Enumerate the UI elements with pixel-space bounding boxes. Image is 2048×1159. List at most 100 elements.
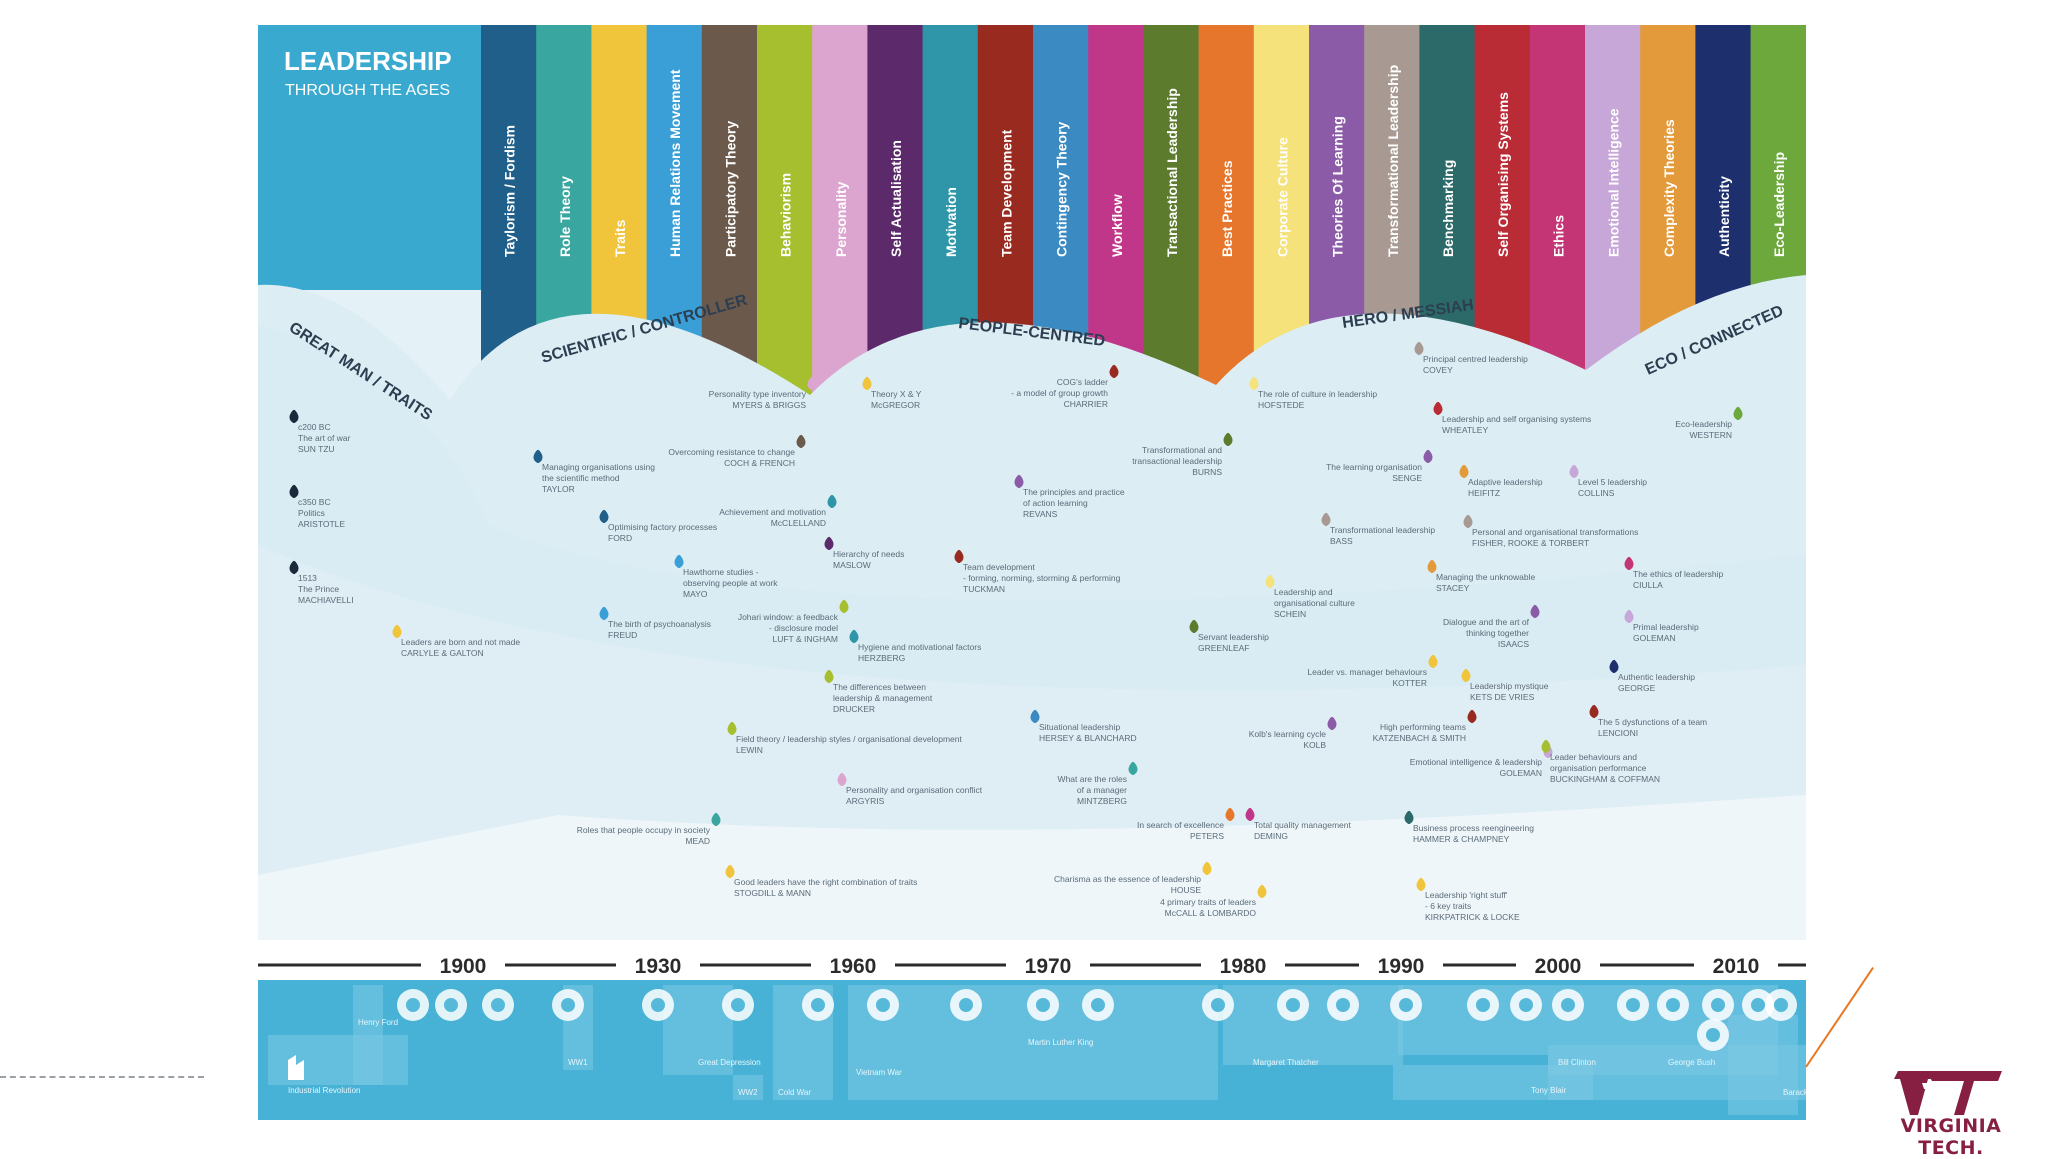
- theory-line: - 6 key traits: [1425, 901, 1471, 911]
- theme-label: Authenticity: [1716, 176, 1732, 257]
- theory-annotation: c200 BC The art of war SUN TZU: [289, 410, 351, 454]
- vt-logo-icon: [1894, 1071, 2002, 1115]
- theory-text: Leader behaviours and organisation perfor…: [1550, 752, 1660, 784]
- theory-line: COCH & FRENCH: [724, 458, 795, 468]
- theme-label: Self Organising Systems: [1495, 92, 1511, 257]
- theory-line: The birth of psychoanalysis: [608, 619, 711, 629]
- theme-label: Contingency Theory: [1054, 121, 1070, 257]
- event-panel: [733, 1075, 763, 1100]
- theme-label: Emotional Intelligence: [1606, 108, 1622, 257]
- theory-line: Transformational leadership: [1330, 525, 1435, 535]
- theory-line: Leadership and: [1274, 587, 1333, 597]
- theme-label: Best Practices: [1219, 160, 1235, 257]
- event-panel: [1223, 985, 1403, 1065]
- theory-line: KIRKPATRICK & LOCKE: [1425, 912, 1520, 922]
- theory-annotation: Principal centred leadership COVEY: [1414, 342, 1528, 375]
- theory-annotation: Hygiene and motivational factors HERZBERG: [849, 630, 981, 663]
- theory-line: MEAD: [685, 836, 710, 846]
- event-icon-glyph: [491, 998, 505, 1012]
- timeline-year: 1930: [635, 955, 682, 978]
- theory-line: KETS DE VRIES: [1470, 692, 1535, 702]
- event-icon-glyph: [731, 998, 745, 1012]
- theory-annotation: Johari window: a feedback - disclosure mo…: [738, 600, 849, 644]
- theory-line: GEORGE: [1618, 683, 1656, 693]
- theory-marker: [1530, 605, 1540, 618]
- theory-line: Leadership mystique: [1470, 681, 1549, 691]
- theory-text: The ethics of leadership CIULLA: [1633, 569, 1724, 590]
- theory-line: FISHER, ROOKE & TORBERT: [1472, 538, 1589, 548]
- theory-line: The art of war: [298, 433, 351, 443]
- theory-line: DEMING: [1254, 831, 1288, 841]
- theme-label: Theories Of Learning: [1330, 116, 1346, 257]
- theory-marker: [839, 600, 849, 613]
- theory-text: Theory X & Y McGREGOR: [871, 389, 922, 410]
- theory-line: STOGDILL & MANN: [734, 888, 811, 898]
- event-panel: [1728, 1015, 1798, 1115]
- theory-line: Principal centred leadership: [1423, 354, 1528, 364]
- theory-annotation: Leaders are born and not made CARLYLE & G…: [392, 625, 520, 658]
- theory-line: SENGE: [1392, 473, 1422, 483]
- theory-text: Leadership and self organising systems WH…: [1442, 414, 1591, 435]
- theory-line: Charisma as the essence of leadership: [1054, 874, 1201, 884]
- theory-text: Roles that people occupy in society MEAD: [577, 825, 711, 846]
- leadership-poster: LEADERSHIP THROUGH THE AGES Taylorism / Fo…: [258, 25, 1806, 1120]
- theory-line: MINTZBERG: [1077, 796, 1127, 806]
- event-label: WW2: [738, 1088, 758, 1097]
- theory-text: Emotional intelligence & leadership GOLEM…: [1410, 757, 1543, 778]
- theory-marker: [1459, 465, 1469, 478]
- theory-text: The differences between leadership & mana…: [833, 682, 933, 714]
- theory-text: c350 BC Politics ARISTOTLE: [298, 497, 345, 529]
- theory-text: c200 BC The art of war SUN TZU: [298, 422, 351, 454]
- theory-line: Situational leadership: [1039, 722, 1121, 732]
- theory-line: organisational culture: [1274, 598, 1355, 608]
- theory-annotation: The ethics of leadership CIULLA: [1624, 557, 1724, 590]
- theory-line: Dialogue and the art of: [1443, 617, 1530, 627]
- theory-text: The role of culture in leadership HOFSTED…: [1258, 389, 1377, 410]
- theme-column: [1198, 25, 1255, 415]
- theory-marker: [1416, 878, 1426, 891]
- event-icon-glyph: [1211, 998, 1225, 1012]
- theory-marker: [1624, 610, 1634, 623]
- timeline-year: 2000: [1535, 955, 1582, 978]
- theory-marker: [1733, 407, 1743, 420]
- theory-marker: [1189, 620, 1199, 633]
- theory-marker: [1321, 513, 1331, 526]
- theory-line: Managing the unknowable: [1436, 572, 1536, 582]
- theory-text: Good leaders have the right combination …: [734, 877, 917, 898]
- theory-marker: [1541, 740, 1551, 753]
- theory-text: Transformational and transactional leader…: [1132, 445, 1222, 477]
- theory-line: MACHIAVELLI: [298, 595, 354, 605]
- theory-line: TAYLOR: [542, 484, 575, 494]
- theory-line: COG's ladder: [1057, 377, 1108, 387]
- theory-marker: [1128, 762, 1138, 775]
- theory-text: COG's ladder - a model of group growth CHA…: [1011, 377, 1108, 409]
- theory-line: SCHEIN: [1274, 609, 1306, 619]
- theory-line: Personal and organisational transformati…: [1472, 527, 1638, 537]
- theory-line: BASS: [1330, 536, 1353, 546]
- theory-marker: [533, 450, 543, 463]
- theory-annotation: The 5 dysfunctions of a team LENCIONI: [1589, 705, 1707, 738]
- theory-line: McGREGOR: [871, 400, 920, 410]
- theory-line: STACEY: [1436, 583, 1470, 593]
- theme-label: Human Relations Movement: [667, 69, 683, 257]
- theory-line: Hierarchy of needs: [833, 549, 904, 559]
- theme-label: Benchmarking: [1440, 160, 1456, 257]
- theory-line: FREUD: [608, 630, 637, 640]
- theory-line: WHEATLEY: [1442, 425, 1488, 435]
- theory-line: c350 BC: [298, 497, 331, 507]
- theory-marker: [1404, 811, 1414, 824]
- theory-text: Adaptive leadership HEIFITZ: [1468, 477, 1543, 498]
- event-icon-glyph: [1286, 998, 1300, 1012]
- event-label: Industrial Revolution: [288, 1086, 360, 1095]
- theory-line: HEIFITZ: [1468, 488, 1500, 498]
- theory-line: FORD: [608, 533, 632, 543]
- theme-column: [812, 25, 868, 415]
- theory-line: LENCIONI: [1598, 728, 1638, 738]
- theory-line: LEWIN: [736, 745, 763, 755]
- theory-line: Optimising factory processes: [608, 522, 717, 532]
- theory-text: Total quality management DEMING: [1254, 820, 1352, 841]
- theory-line: MAYO: [683, 589, 708, 599]
- theory-text: Servant leadership GREENLEAF: [1198, 632, 1269, 653]
- theory-line: Leadership and self organising systems: [1442, 414, 1591, 424]
- theory-line: Level 5 leadership: [1578, 477, 1647, 487]
